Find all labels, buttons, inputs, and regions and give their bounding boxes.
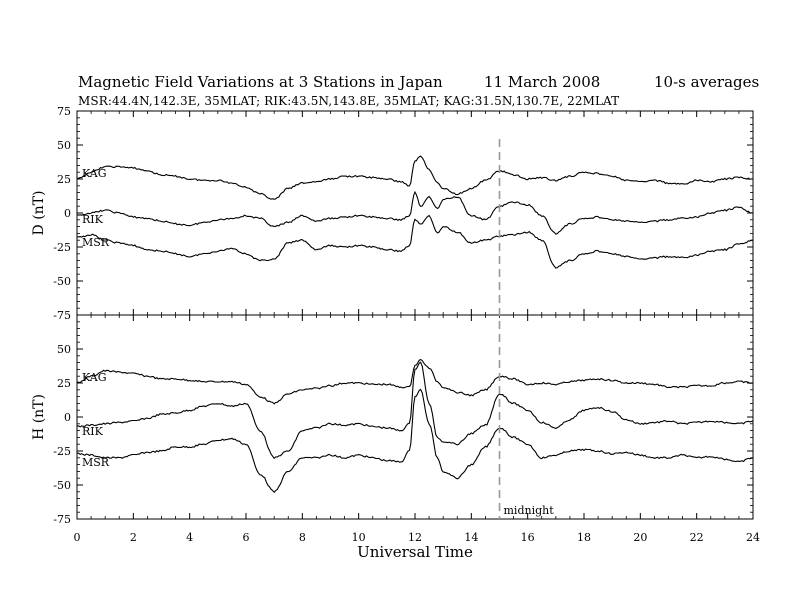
panel-frame-h xyxy=(76,314,754,520)
x-tick-label: 14 xyxy=(464,531,478,544)
x-tick-label: 10 xyxy=(352,531,366,544)
series-label-d-rik: RIK xyxy=(82,213,104,226)
y-tick-label: -25 xyxy=(53,445,71,458)
x-tick-label: 20 xyxy=(633,531,647,544)
x-axis-title: Universal Time xyxy=(357,543,473,561)
x-tick-label: 4 xyxy=(186,531,193,544)
y-tick-label: -75 xyxy=(53,309,71,322)
series-label-h-msr: MSR xyxy=(82,456,110,469)
x-tick-label: 24 xyxy=(746,531,760,544)
y-tick-label: 0 xyxy=(64,207,71,220)
series-line-d-rik xyxy=(76,190,754,235)
y-tick-label: 50 xyxy=(57,343,71,356)
y-tick-label: 0 xyxy=(64,411,71,424)
chart-averaging: 10-s averages xyxy=(654,73,760,91)
chart-date: 11 March 2008 xyxy=(484,73,601,91)
x-tick-label: 8 xyxy=(299,531,306,544)
series-line-h-msr xyxy=(76,388,754,494)
y-axis-title-h: H (nT) xyxy=(31,394,47,440)
y-tick-label: -25 xyxy=(53,241,71,254)
series-line-h-rik xyxy=(76,361,754,460)
series-label-h-kag: KAG xyxy=(82,371,107,384)
x-tick-label: 16 xyxy=(521,531,535,544)
x-tick-label: 12 xyxy=(408,531,422,544)
y-tick-label: -50 xyxy=(53,275,71,288)
y-tick-label: -50 xyxy=(53,479,71,492)
series-label-d-kag: KAG xyxy=(82,167,107,180)
chart-title: Magnetic Field Variations at 3 Stations … xyxy=(78,73,443,91)
series-line-d-kag xyxy=(77,155,754,200)
y-tick-label: 25 xyxy=(57,377,71,390)
x-tick-label: 22 xyxy=(690,531,704,544)
y-tick-label: 75 xyxy=(57,105,71,118)
midnight-annotation: midnight xyxy=(504,504,555,517)
x-tick-label: 0 xyxy=(74,531,81,544)
x-tick-label: 6 xyxy=(243,531,250,544)
panel-frame-d xyxy=(76,110,754,316)
y-tick-label: 25 xyxy=(57,173,71,186)
series-label-d-msr: MSR xyxy=(82,236,110,249)
y-tick-label: -75 xyxy=(53,513,71,526)
series-label-h-rik: RIK xyxy=(82,425,104,438)
x-tick-label: 18 xyxy=(577,531,591,544)
y-tick-label: 50 xyxy=(57,139,71,152)
chart-subtitle: MSR:44.4N,142.3E, 35MLAT; RIK:43.5N,143.… xyxy=(78,94,620,108)
series-line-d-msr xyxy=(76,214,754,269)
y-axis-title-d: D (nT) xyxy=(31,191,47,236)
series-line-h-kag xyxy=(76,358,754,405)
x-tick-label: 2 xyxy=(130,531,137,544)
